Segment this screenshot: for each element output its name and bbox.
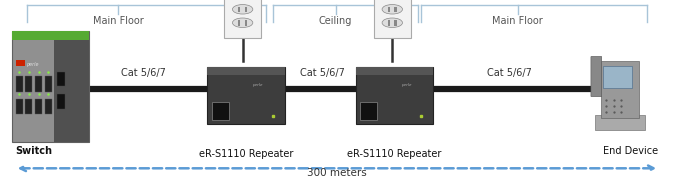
FancyBboxPatch shape [11,31,89,142]
Text: eR-S1110 Repeater: eR-S1110 Repeater [347,149,441,159]
FancyBboxPatch shape [388,20,390,26]
FancyBboxPatch shape [238,20,241,26]
FancyBboxPatch shape [16,99,23,114]
FancyBboxPatch shape [35,99,42,114]
Text: perle: perle [26,62,39,67]
Text: 300 meters: 300 meters [307,168,367,178]
Text: Ceiling: Ceiling [319,16,353,26]
FancyBboxPatch shape [373,0,411,38]
FancyBboxPatch shape [224,0,261,38]
Text: 100 meters: 100 meters [307,0,364,2]
Text: Cat 5/6/7: Cat 5/6/7 [121,68,166,78]
Text: End Device: End Device [603,146,658,156]
FancyBboxPatch shape [57,72,65,86]
Ellipse shape [382,18,402,28]
FancyBboxPatch shape [26,76,32,92]
Text: Main Floor: Main Floor [92,16,144,26]
Text: eR-S1110 Repeater: eR-S1110 Repeater [199,149,293,159]
FancyBboxPatch shape [603,66,632,88]
Text: Cat 5/6/7: Cat 5/6/7 [487,68,532,78]
FancyBboxPatch shape [208,67,284,124]
FancyBboxPatch shape [212,102,229,120]
Text: perle: perle [400,83,411,87]
Text: perle: perle [252,83,263,87]
FancyBboxPatch shape [208,67,284,75]
FancyBboxPatch shape [394,20,397,26]
FancyBboxPatch shape [35,76,42,92]
Ellipse shape [233,4,253,14]
FancyBboxPatch shape [238,7,241,12]
FancyBboxPatch shape [44,76,52,92]
Text: 100 meters: 100 meters [90,0,146,2]
FancyBboxPatch shape [595,115,646,130]
FancyBboxPatch shape [245,20,247,26]
FancyBboxPatch shape [245,7,247,12]
FancyBboxPatch shape [356,67,433,124]
FancyBboxPatch shape [388,7,390,12]
FancyBboxPatch shape [16,76,23,92]
FancyBboxPatch shape [26,99,32,114]
FancyBboxPatch shape [394,7,397,12]
FancyBboxPatch shape [356,67,433,75]
Ellipse shape [233,18,253,28]
Text: Switch: Switch [15,146,52,156]
FancyBboxPatch shape [55,31,89,142]
FancyBboxPatch shape [44,99,52,114]
FancyBboxPatch shape [360,102,377,120]
FancyBboxPatch shape [57,94,65,109]
Text: Cat 5/6/7: Cat 5/6/7 [300,68,344,78]
Ellipse shape [382,4,402,14]
FancyBboxPatch shape [16,60,25,66]
Text: 100 meters: 100 meters [489,0,546,2]
FancyBboxPatch shape [591,56,602,97]
FancyBboxPatch shape [601,61,639,118]
Text: Main Floor: Main Floor [492,16,543,26]
FancyBboxPatch shape [11,31,89,40]
